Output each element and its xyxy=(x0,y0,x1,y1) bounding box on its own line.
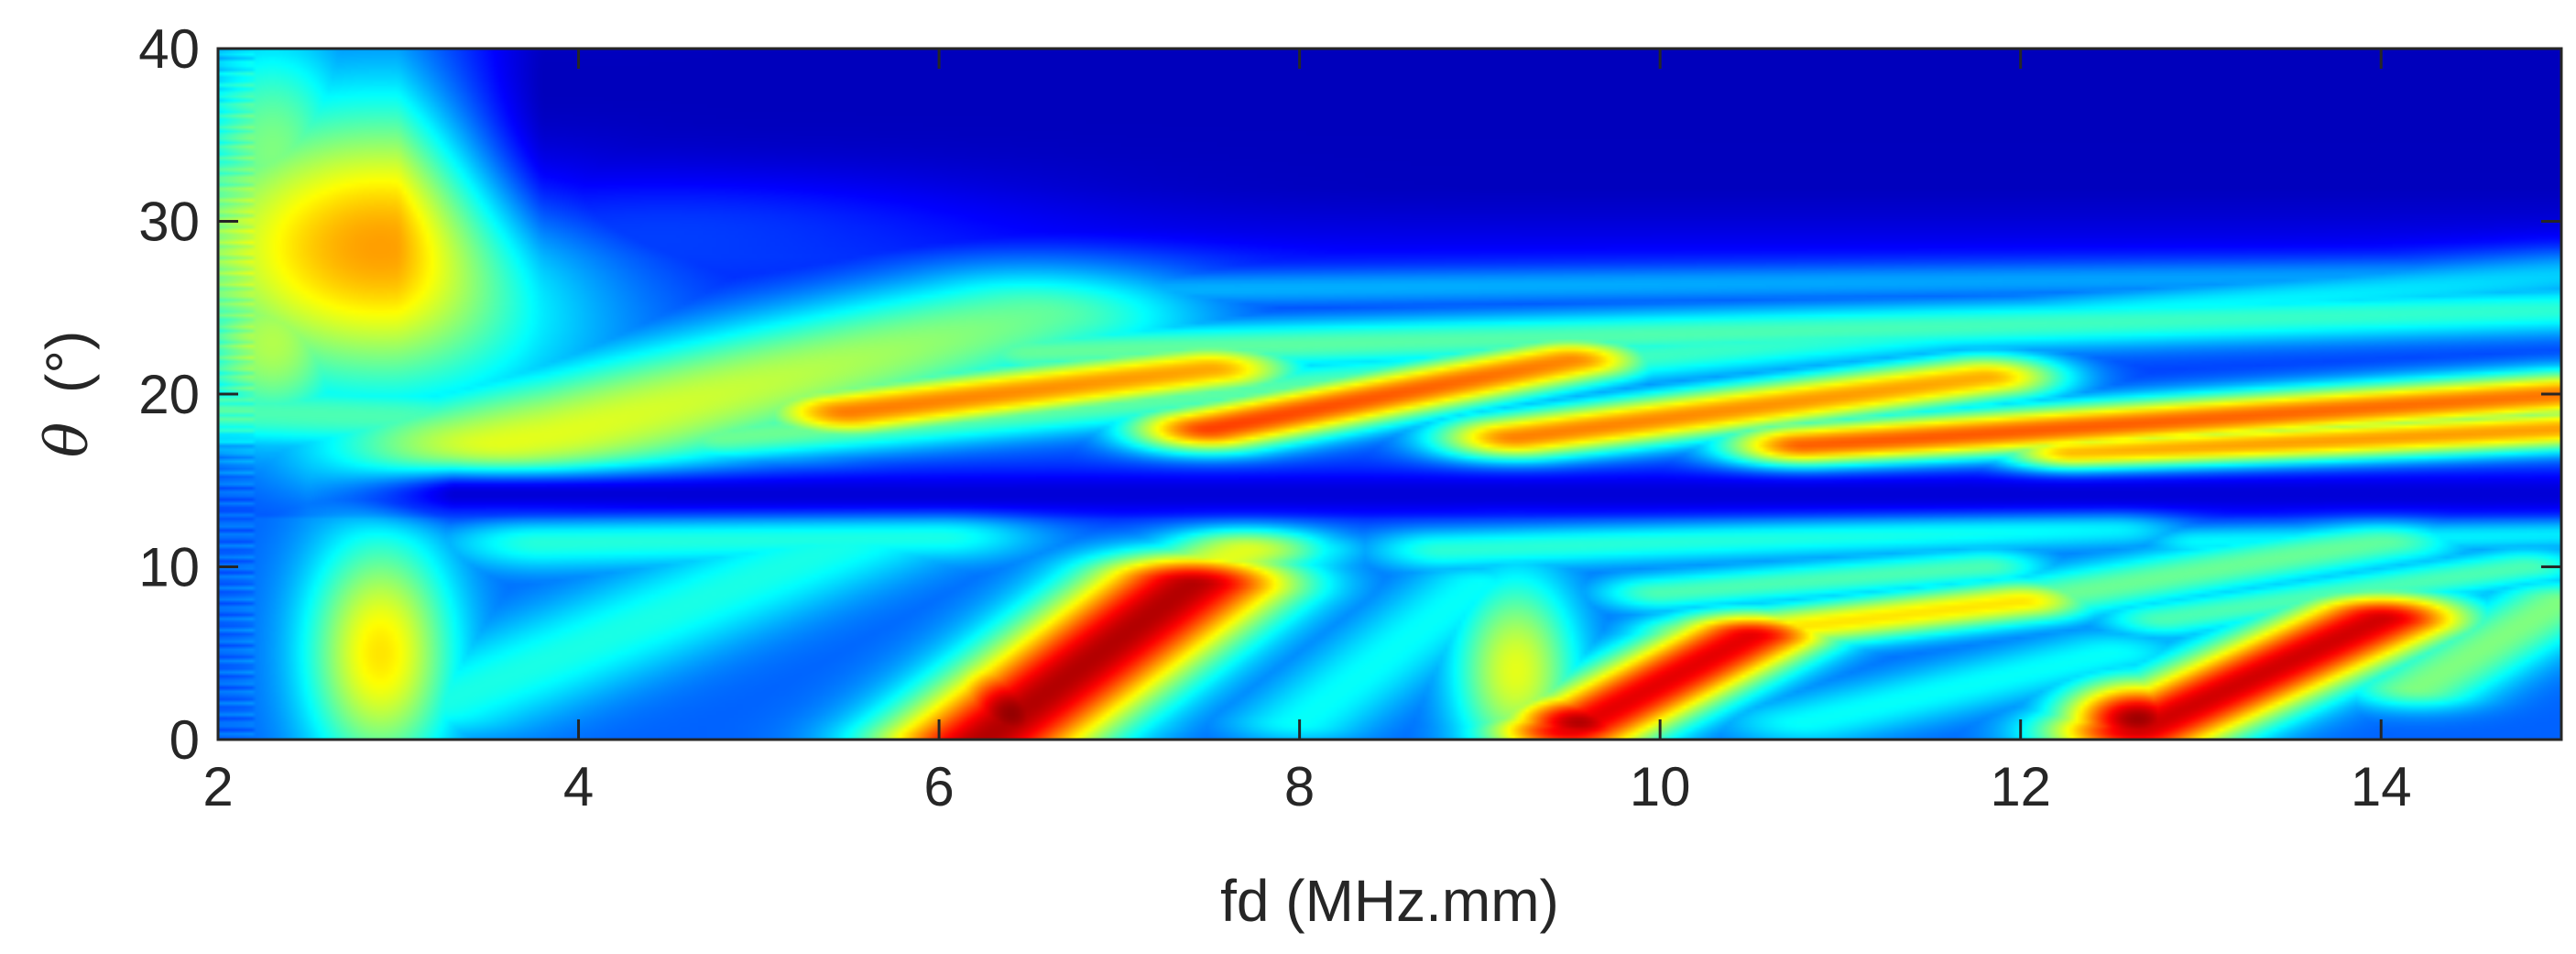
y-tick-label: 0 xyxy=(169,709,200,771)
x-tick-label: 2 xyxy=(202,756,233,817)
y-axis-label-unit: (°) xyxy=(34,331,100,393)
x-tick-label: 14 xyxy=(2351,756,2412,817)
y-axis-ticks: 0 10 20 30 40 xyxy=(138,18,2561,771)
y-axis-label-symbol: θ xyxy=(34,422,102,458)
y-tick-label: 40 xyxy=(138,18,200,80)
svg-text:θ (°): θ (°) xyxy=(34,331,102,458)
y-axis-label: θ (°) xyxy=(34,331,102,458)
x-tick-label: 12 xyxy=(1990,756,2051,817)
y-tick-label: 10 xyxy=(138,537,200,598)
y-tick-label: 20 xyxy=(138,364,200,425)
x-tick-label: 6 xyxy=(923,756,954,817)
y-tick-label: 30 xyxy=(138,192,200,253)
x-tick-label: 4 xyxy=(563,756,594,817)
heatmap-plot-area xyxy=(218,49,2561,740)
x-tick-label: 10 xyxy=(1630,756,1691,817)
x-axis-label: fd (MHz.mm) xyxy=(1220,868,1559,934)
x-axis-ticks: 2 4 6 8 10 12 14 xyxy=(202,49,2412,817)
x-tick-label: 8 xyxy=(1284,756,1315,817)
